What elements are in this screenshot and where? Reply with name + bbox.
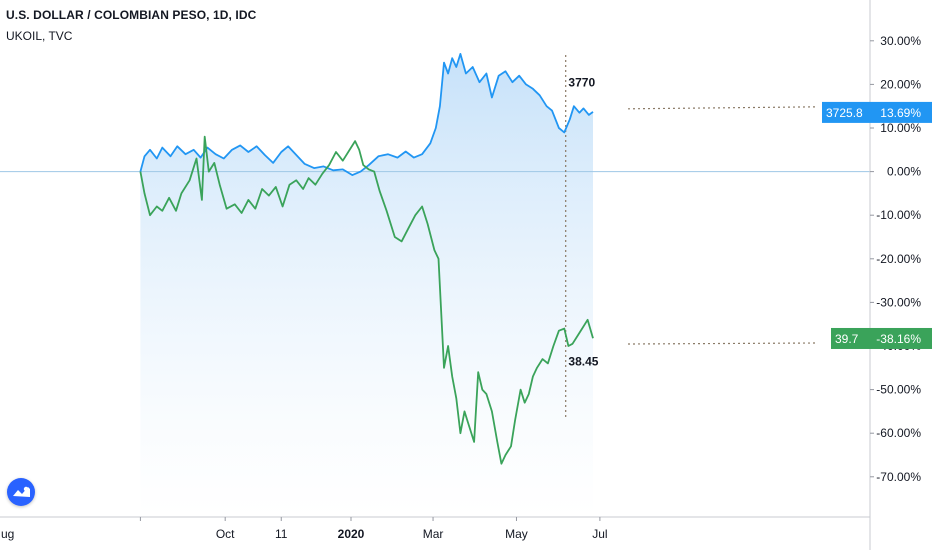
x-tick-label: Oct — [216, 527, 235, 541]
price-label-bg — [822, 101, 932, 123]
price-label-bg — [831, 327, 932, 349]
x-tick-label: 2020 — [338, 527, 365, 541]
price-label-change: 13.69% — [880, 106, 921, 120]
price-line-ukoil — [627, 342, 819, 345]
price-line-usdcop — [627, 106, 819, 110]
y-tick-label: 30.00% — [880, 34, 921, 48]
y-tick-label: 10.00% — [880, 121, 921, 135]
price-label-value: 3725.8 — [826, 106, 863, 120]
x-tick-label: ug — [1, 527, 14, 541]
y-tick-label: -30.00% — [876, 295, 921, 309]
y-tick-label: -20.00% — [876, 252, 921, 266]
annotation-label-1: 3770 — [568, 76, 595, 90]
price-label-usdcop: 3725.8 13.69% — [822, 101, 932, 123]
series-line-u-s-dollar-colombian-peso — [139, 53, 594, 176]
tradingview-logo-icon[interactable] — [7, 478, 35, 506]
y-tick-label: 20.00% — [880, 77, 921, 91]
y-tick-label: -60.00% — [876, 426, 921, 440]
annotation-label-2: 38.45 — [568, 355, 598, 369]
y-tick-label: 0.00% — [887, 165, 921, 179]
x-tick-label: Jul — [592, 527, 607, 541]
y-tick-label: -50.00% — [876, 383, 921, 397]
price-label-ukoil: 39.7 -38.16% — [831, 327, 932, 349]
chart-title: U.S. DOLLAR / COLOMBIAN PESO, 1D, IDC — [6, 8, 257, 22]
y-tick-label: -10.00% — [876, 208, 921, 222]
price-label-change: -38.16% — [876, 332, 921, 346]
x-tick-label: Mar — [423, 527, 444, 541]
x-tick-label: May — [505, 527, 528, 541]
compare-symbol-label[interactable]: UKOIL, TVC — [6, 29, 73, 43]
series-line-ukoil — [139, 135, 594, 465]
x-tick-label: 11 — [275, 527, 288, 541]
price-label-value: 39.7 — [835, 332, 859, 346]
usdcop-area-fill — [140, 53, 593, 518]
y-tick-label: -70.00% — [876, 470, 921, 484]
